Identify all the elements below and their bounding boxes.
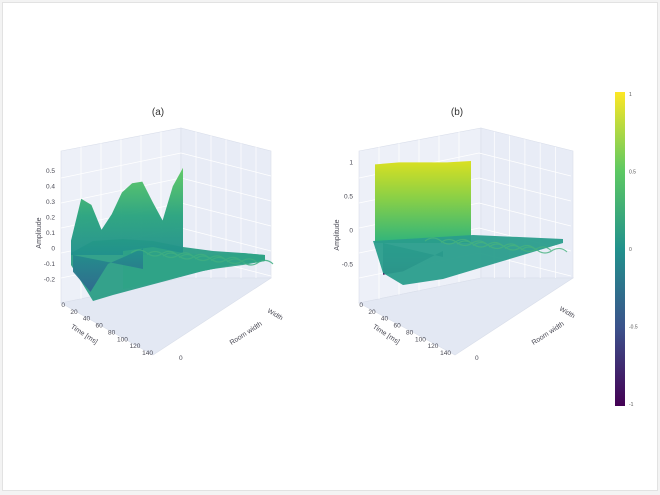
panel-a-time-tick: 20 <box>70 309 78 316</box>
colorbar-tick: -0.5 <box>629 325 638 331</box>
panel-a-z-tick: 0.3 <box>46 199 55 206</box>
panel-b-z-ticks: 1 0.5 0 -0.5 <box>342 159 354 268</box>
panel-b-ripple <box>520 246 568 254</box>
panel-b-z-axis-title: Amplitude <box>334 219 341 250</box>
panel-b-ripples <box>424 237 568 254</box>
colorbar-tick: -1 <box>629 402 634 408</box>
colorbar: 1 0.5 0 -0.5 -1 <box>615 92 638 408</box>
panel-b-time-tick: 120 <box>428 343 439 350</box>
panel-a-y-far-label: Width <box>266 308 284 323</box>
panel-b-ripple <box>440 238 488 247</box>
panel-b-title: (b) <box>451 107 463 118</box>
panel-b-floor <box>358 277 575 356</box>
panel-b-time-tick: 100 <box>415 336 426 343</box>
panel-b-time-tick: 140 <box>440 350 451 357</box>
panel-b-ripple <box>488 243 536 251</box>
panel-a-time-tick: 40 <box>83 316 91 323</box>
panel-a-z-tick: 0.2 <box>46 214 55 221</box>
panel-b-time-tick: 80 <box>406 329 414 336</box>
colorbar-gradient <box>615 92 625 406</box>
panel-b-y-far-label: Width <box>558 306 576 321</box>
panel-a-ripple <box>146 250 194 259</box>
panel-a-z-ticks: 0.5 0.4 0.3 0.2 0.1 0 -0.1 -0.2 <box>44 168 56 284</box>
panel-b-time-tick: 20 <box>368 309 376 316</box>
panel-a-time-tick: 60 <box>95 323 103 330</box>
panel-a-time-tick: 0 <box>61 302 65 309</box>
panel-a-time-tick: 80 <box>108 329 116 336</box>
panel-a-ripple <box>162 252 210 260</box>
figure-svg: (a) Amplitude Time [ms] Room width Width… <box>36 92 638 408</box>
panel-b-z-tick: 0.5 <box>344 193 353 200</box>
panel-b-time-tick: 40 <box>381 316 389 323</box>
panel-b-time-tick: 0 <box>359 302 363 309</box>
panel-a-ripple <box>130 249 178 257</box>
panel-a-ripple <box>194 255 242 263</box>
panel-b-z-tick: 0 <box>349 228 353 235</box>
panel-b-z-tick: 1 <box>349 159 353 166</box>
colorbar-tick: 0 <box>629 247 632 253</box>
panel-a-y-axis-title: Room width <box>229 321 264 347</box>
panel-a-z-tick: 0.1 <box>46 230 55 237</box>
panel-a-width-tick: 0 <box>179 355 183 362</box>
panel-a-z-tick: 0 <box>51 245 55 252</box>
panel-b-surface <box>373 161 568 285</box>
panel-a-ripple <box>178 253 226 262</box>
colorbar-tick: 1 <box>629 92 632 98</box>
panel-a: (a) Amplitude Time [ms] Room width Width… <box>36 107 284 362</box>
panel-b: (b) Amplitude Time [ms] Room width Width… <box>334 107 576 362</box>
panel-a-back-profile <box>71 167 183 255</box>
panel-a-front-profile <box>73 248 143 292</box>
panel-b-time-tick: 60 <box>393 323 401 330</box>
panel-b-y-axis-title: Room width <box>531 321 566 347</box>
panel-a-surface <box>71 167 274 301</box>
panel-a-time-tick: 120 <box>130 343 141 350</box>
panel-a-ripple <box>226 258 274 266</box>
panel-b-back-profile <box>375 161 471 243</box>
panel-a-ripple <box>210 256 258 265</box>
panel-a-time-tick: 140 <box>142 350 153 357</box>
panel-b-ripple <box>472 241 520 250</box>
panel-a-z-axis-title: Amplitude <box>36 217 43 248</box>
panel-b-ripple <box>424 237 472 245</box>
panel-b-ripple <box>504 244 552 253</box>
panel-a-time-tick: 100 <box>117 336 128 343</box>
panel-b-width-tick: 0 <box>475 355 479 362</box>
panel-a-x-axis-title: Time [ms] <box>69 324 98 346</box>
panel-a-title: (a) <box>152 107 164 118</box>
panel-a-ripples <box>130 249 274 266</box>
panel-b-z-tick: -0.5 <box>342 262 354 269</box>
panel-a-z-tick: -0.2 <box>44 276 56 283</box>
panel-a-z-tick: 0.4 <box>46 183 55 190</box>
panel-a-z-tick: 0.5 <box>46 168 55 175</box>
panel-b-ripple <box>456 240 504 248</box>
panel-a-z-tick: -0.1 <box>44 261 56 268</box>
colorbar-ticks: 1 0.5 0 -0.5 -1 <box>629 92 638 408</box>
colorbar-tick: 0.5 <box>629 170 636 176</box>
